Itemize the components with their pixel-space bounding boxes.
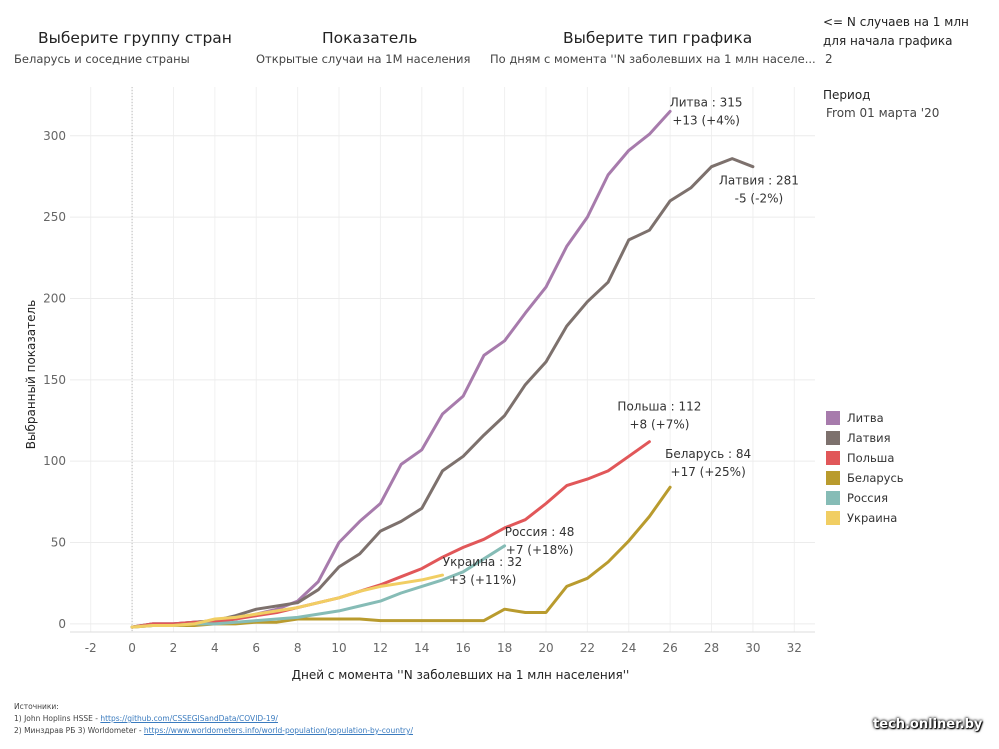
x-tick-label: 0 (128, 641, 136, 655)
x-tick-label: 26 (662, 641, 677, 655)
source-2-link[interactable]: https://www.worldometers.info/world-popu… (143, 726, 413, 735)
series-line-Польша (130, 440, 651, 629)
y-axis-title: Выбранный показатель (24, 300, 38, 450)
sources: Источники: 1) John Hoplins HSSE - https:… (14, 701, 413, 737)
legend-item[interactable]: Россия (826, 488, 904, 508)
legend-item[interactable]: Беларусь (826, 468, 904, 488)
legend-label: Литва (847, 411, 884, 425)
legend-swatch (826, 491, 840, 505)
series-line-Латвия (130, 157, 755, 629)
series-label-change: +17 (+25%) (671, 465, 746, 479)
x-tick-label: 16 (456, 641, 471, 655)
legend-label: Латвия (847, 431, 891, 445)
source-1-text: 1) John Hoplins HSSE - (14, 714, 101, 723)
legend-label: Польша (847, 451, 895, 465)
legend-swatch (826, 451, 840, 465)
x-tick-label: 28 (704, 641, 719, 655)
x-tick-label: 24 (621, 641, 636, 655)
x-tick-label: 6 (252, 641, 260, 655)
x-tick-label: 32 (787, 641, 802, 655)
x-tick-label: 14 (414, 641, 429, 655)
indicator-title: Показатель (322, 29, 418, 47)
chart-type-title: Выберите тип графика (563, 29, 753, 47)
x-tick-label: 22 (580, 641, 595, 655)
x-axis-title: Дней с момента ''N заболевших на 1 млн н… (292, 668, 630, 682)
watermark: tech.onliner.by (873, 717, 983, 732)
series-label-value: Россия : 48 (505, 525, 575, 539)
legend-swatch (826, 511, 840, 525)
legend-swatch (826, 431, 840, 445)
series-label-value: Латвия : 281 (719, 174, 799, 188)
series-line-Украина (130, 573, 444, 629)
period-title: Период (823, 88, 871, 102)
y-tick-label: 200 (43, 291, 66, 305)
legend-item[interactable]: Литва (826, 408, 904, 428)
sources-line-2: 2) Минздрав РБ 3) Worldometer - https://… (14, 725, 413, 737)
legend: Литва Латвия Польша Беларусь Россия Украина (826, 408, 904, 528)
x-tick-label: 4 (211, 641, 219, 655)
x-tick-label: 8 (294, 641, 302, 655)
n-cases-subtitle: для начала графика (823, 34, 953, 48)
x-tick-label: 30 (745, 641, 760, 655)
group-title: Выберите группу стран (38, 29, 232, 47)
y-tick-label: 50 (51, 536, 66, 550)
sources-line-1: 1) John Hoplins HSSE - https://github.co… (14, 713, 413, 725)
legend-swatch (826, 411, 840, 425)
x-tick-label: 10 (331, 641, 346, 655)
n-cases-title: <= N случаев на 1 млн (823, 15, 969, 29)
x-tick-label: 2 (170, 641, 178, 655)
series-label-change: -5 (-2%) (735, 192, 784, 206)
legend-item[interactable]: Украина (826, 508, 904, 528)
x-tick-label: 18 (497, 641, 512, 655)
group-select[interactable]: Беларусь и соседние страны (14, 52, 190, 66)
n-cases-input[interactable]: 2 (825, 52, 833, 66)
indicator-select[interactable]: Открытые случаи на 1М населения (256, 52, 471, 66)
series-label-value: Польша : 112 (617, 400, 701, 414)
series-label-change: +8 (+7%) (629, 418, 689, 432)
series-label-change: +7 (+18%) (506, 543, 574, 557)
series-label-value: Украина : 32 (443, 555, 522, 569)
series-label-change: +3 (+11%) (449, 573, 517, 587)
legend-swatch (826, 471, 840, 485)
x-tick-label: 20 (538, 641, 553, 655)
legend-label: Украина (847, 511, 898, 525)
y-tick-label: 250 (43, 210, 66, 224)
y-tick-label: 150 (43, 373, 66, 387)
series-label-change: +13 (+4%) (672, 113, 740, 127)
sources-title: Источники: (14, 702, 59, 711)
legend-label: Россия (847, 491, 889, 505)
legend-label: Беларусь (847, 471, 904, 485)
series-label-value: Литва : 315 (670, 95, 743, 109)
legend-item[interactable]: Латвия (826, 428, 904, 448)
source-1-link[interactable]: https://github.com/CSSEGISandData/COVID-… (100, 714, 278, 723)
x-tick-label: 12 (373, 641, 388, 655)
series-line-Беларусь (130, 485, 672, 629)
period-select[interactable]: From 01 марта '20 (826, 106, 940, 120)
legend-item[interactable]: Польша (826, 448, 904, 468)
y-tick-label: 100 (43, 454, 66, 468)
y-tick-label: 300 (43, 129, 66, 143)
y-tick-label: 0 (58, 617, 66, 631)
x-tick-label: -2 (85, 641, 97, 655)
source-2-text: 2) Минздрав РБ 3) Worldometer - (14, 726, 144, 735)
chart-type-select[interactable]: По дням с момента ''N заболевших на 1 мл… (490, 52, 816, 66)
series-label-value: Беларусь : 84 (665, 447, 751, 461)
series-line-Литва (130, 109, 672, 629)
